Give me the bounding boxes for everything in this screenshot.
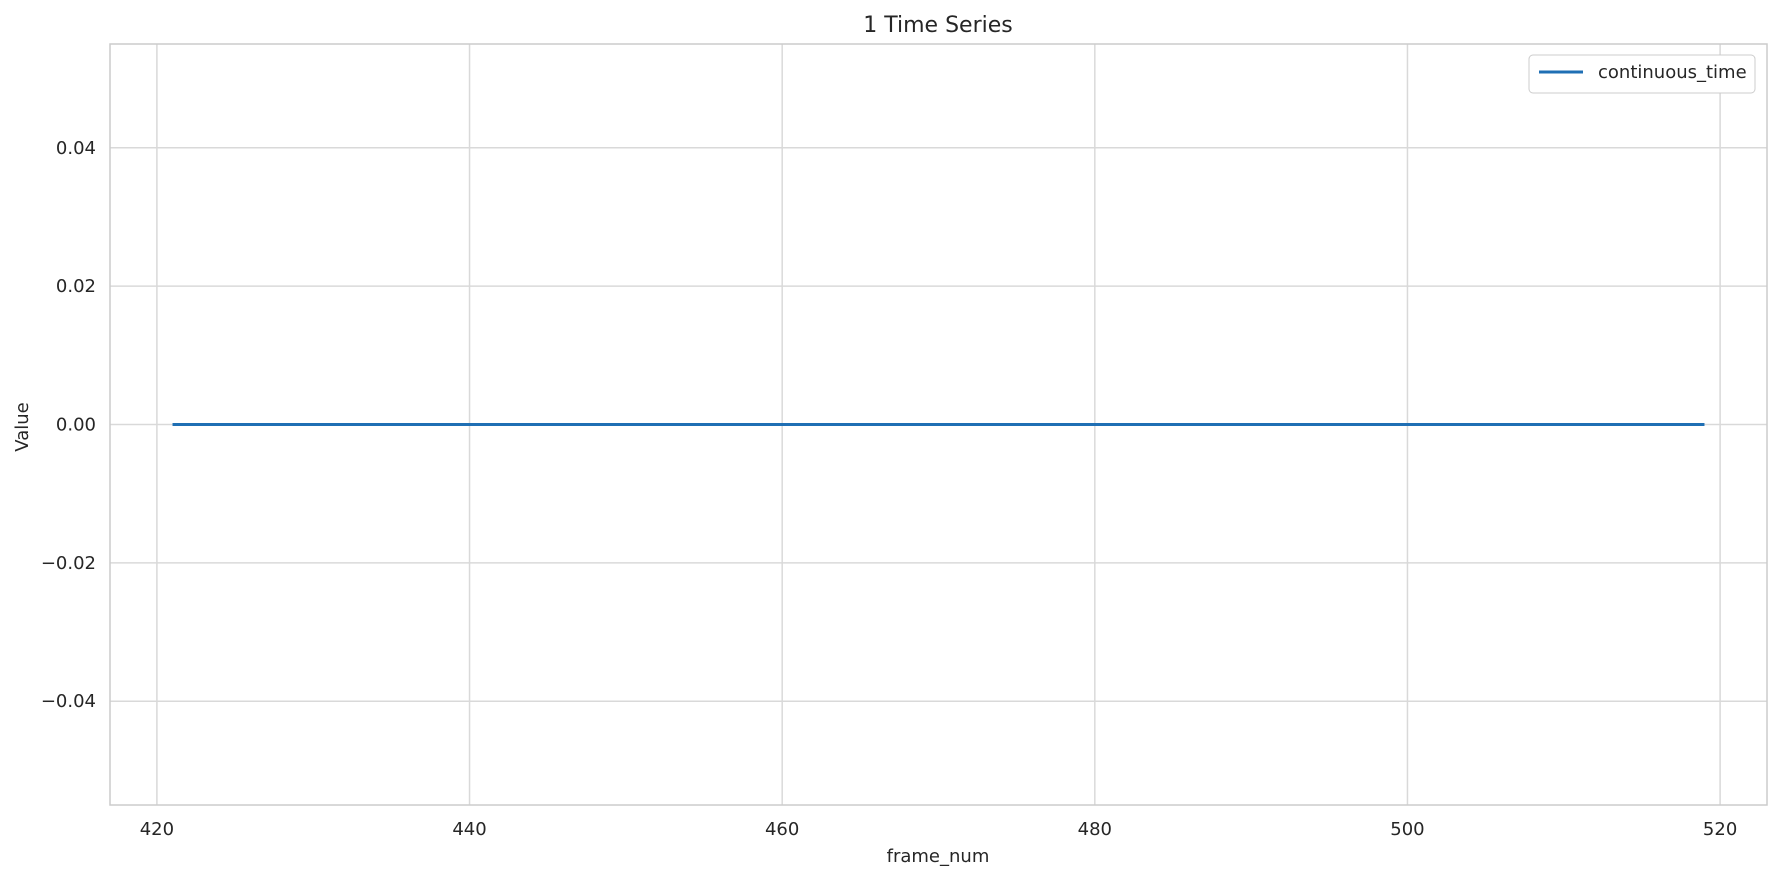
legend-label-continuous-time: continuous_time [1598, 62, 1747, 83]
x-tick-label: 460 [765, 819, 799, 840]
y-tick-label: 0.02 [56, 276, 96, 297]
legend-box [1528, 54, 1756, 94]
y-axis-ticks: 0.04 0.02 0.00 −0.02 −0.04 [41, 138, 96, 712]
y-tick-label: −0.02 [41, 553, 96, 574]
x-tick-label: 520 [1703, 819, 1737, 840]
x-tick-label: 500 [1390, 819, 1424, 840]
x-tick-label: 440 [452, 819, 486, 840]
legend: continuous_time [1528, 54, 1756, 94]
y-tick-label: −0.04 [41, 691, 96, 712]
x-tick-label: 480 [1078, 819, 1112, 840]
x-axis-label: frame_num [887, 846, 990, 867]
y-tick-label: 0.00 [56, 415, 96, 436]
chart-title: 1 Time Series [863, 13, 1012, 38]
y-tick-label: 0.04 [56, 138, 96, 159]
x-axis-ticks: 420 440 460 480 500 520 [140, 819, 1738, 840]
y-axis-label: Value [12, 402, 33, 451]
x-tick-label: 420 [140, 819, 174, 840]
plot-frame [109, 43, 1768, 806]
